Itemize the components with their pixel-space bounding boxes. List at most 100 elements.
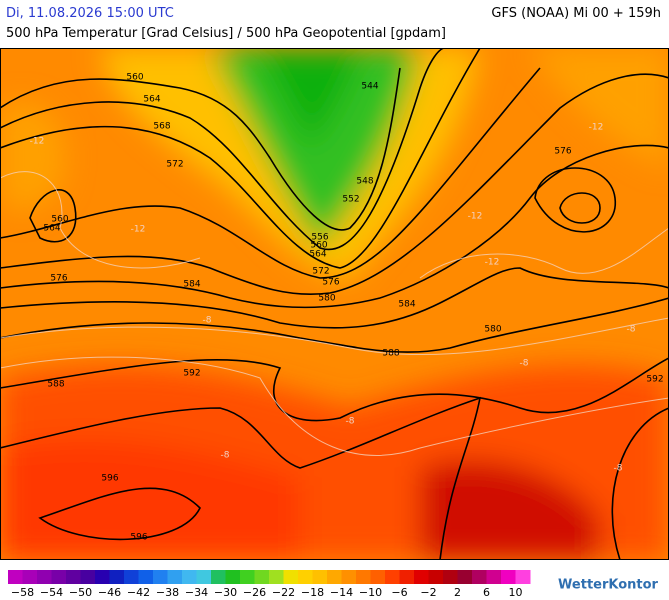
legend-tick-label: −58	[11, 586, 34, 599]
geopotential-contours	[0, 48, 669, 560]
legend-swatch	[124, 570, 139, 584]
legend-swatch	[95, 570, 110, 584]
legend-tick-label: 6	[483, 586, 490, 599]
geopotential-label: 584	[183, 280, 200, 290]
brand: WetterKontor	[558, 578, 659, 593]
legend-tick-label: −10	[359, 586, 382, 599]
legend-swatch	[515, 570, 531, 584]
legend-swatch	[254, 570, 270, 584]
legend-tick-label: 10	[509, 586, 523, 599]
legend-tick-label: −38	[156, 586, 179, 599]
legend-tick-label: −22	[272, 586, 295, 599]
geopotential-label: 576	[554, 147, 571, 157]
legend-swatch	[501, 570, 516, 584]
legend-tick-label: −30	[214, 586, 237, 599]
geopotential-label: 592	[646, 375, 663, 385]
geopotential-label: 584	[398, 300, 415, 310]
legend-swatches	[8, 570, 531, 584]
legend-ticks: −58 −54 −50 −46 −42 −38 −34 −30 −26 −22 −18 −14 −10−…	[11, 586, 523, 599]
geopotential-label: 576	[322, 278, 339, 288]
geopotential-label: 576	[50, 274, 67, 284]
legend-swatch	[283, 570, 299, 584]
legend-swatch	[8, 570, 23, 584]
geopotential-label: 572	[166, 160, 183, 170]
temperature-label: -8	[221, 451, 230, 461]
subtitle: 500 hPa Temperatur [Grad Celsius] / 500 …	[6, 26, 447, 41]
temperature-label: -8	[520, 359, 529, 369]
contour-labels: 5605645685725445485525565605645725765805…	[30, 73, 664, 543]
legend-swatch	[443, 570, 458, 584]
legend-swatch	[66, 570, 81, 584]
temperature-label: -12	[485, 258, 500, 268]
map: 5605645685725445485525565605645725765805…	[0, 48, 669, 560]
legend-tick-label: 2	[454, 586, 461, 599]
temperature-label: -8	[627, 325, 636, 335]
legend-tick-label: −18	[301, 586, 324, 599]
geopotential-label: 560	[51, 215, 68, 225]
legend-swatch	[486, 570, 502, 584]
geopotential-label: 564	[309, 250, 326, 260]
legend-swatch	[385, 570, 400, 584]
geopotential-label: 552	[342, 195, 359, 205]
geopotential-label: 544	[361, 82, 378, 92]
geopotential-label: 560	[126, 73, 143, 83]
legend-tick-label: −34	[185, 586, 208, 599]
geopotential-label: 588	[47, 380, 64, 390]
legend-swatch	[80, 570, 96, 584]
legend-swatch	[457, 570, 473, 584]
geopotential-label: 588	[382, 349, 399, 359]
temperature-label: -8	[614, 464, 623, 474]
color-legend: −58 −54 −50 −46 −42 −38 −34 −30 −26 −22 −18 −14 −10−…	[8, 570, 659, 599]
legend-swatch	[414, 570, 429, 584]
legend-swatch	[37, 570, 52, 584]
temperature-label: -12	[468, 212, 483, 222]
geopotential-label: 560	[310, 241, 327, 251]
temperature-label: -12	[131, 225, 146, 235]
temperature-field	[0, 48, 669, 560]
legend-tick-label: −46	[98, 586, 121, 599]
legend-swatch	[240, 570, 255, 584]
legend-swatch	[51, 570, 67, 584]
legend-swatch	[472, 570, 487, 584]
legend-swatch	[269, 570, 284, 584]
geopotential-label: 580	[484, 325, 501, 335]
legend-swatch	[341, 570, 357, 584]
legend-swatch	[298, 570, 313, 584]
legend-tick-label: −14	[330, 586, 353, 599]
legend-tick-label: −6	[391, 586, 407, 599]
geopotential-label: 556	[311, 233, 328, 243]
geopotential-label: 596	[130, 533, 147, 543]
legend-tick-label: −54	[40, 586, 63, 599]
legend-tick-label: −2	[420, 586, 436, 599]
legend-swatch	[312, 570, 328, 584]
temperature-label: -12	[589, 123, 604, 133]
legend-tick-label: −26	[243, 586, 266, 599]
legend-swatch	[196, 570, 212, 584]
legend-swatch	[211, 570, 226, 584]
geopotential-label: 580	[318, 294, 335, 304]
legend-swatch	[370, 570, 386, 584]
legend-swatch	[22, 570, 38, 584]
legend-swatch	[356, 570, 371, 584]
legend-swatch	[182, 570, 197, 584]
legend-swatch	[109, 570, 125, 584]
legend-swatch	[327, 570, 342, 584]
geopotential-label: 564	[43, 224, 60, 234]
geopotential-label: 572	[312, 267, 329, 277]
legend-swatch	[153, 570, 168, 584]
geopotential-label: 592	[183, 369, 200, 379]
legend-swatch	[399, 570, 415, 584]
temperature-label: -8	[203, 316, 212, 326]
temperature-label: -12	[30, 137, 45, 147]
legend-swatch	[225, 570, 241, 584]
model: GFS (NOAA) Mi 00 + 159h	[491, 6, 661, 21]
temperature-label: -8	[346, 417, 355, 427]
legend-swatch	[428, 570, 444, 584]
legend-swatch	[138, 570, 154, 584]
date: Di, 11.08.2026 15:00 UTC	[6, 6, 174, 21]
geopotential-label: 568	[153, 122, 170, 132]
geopotential-label: 548	[356, 177, 373, 187]
geopotential-label: 596	[101, 474, 118, 484]
legend-tick-label: −50	[69, 586, 92, 599]
